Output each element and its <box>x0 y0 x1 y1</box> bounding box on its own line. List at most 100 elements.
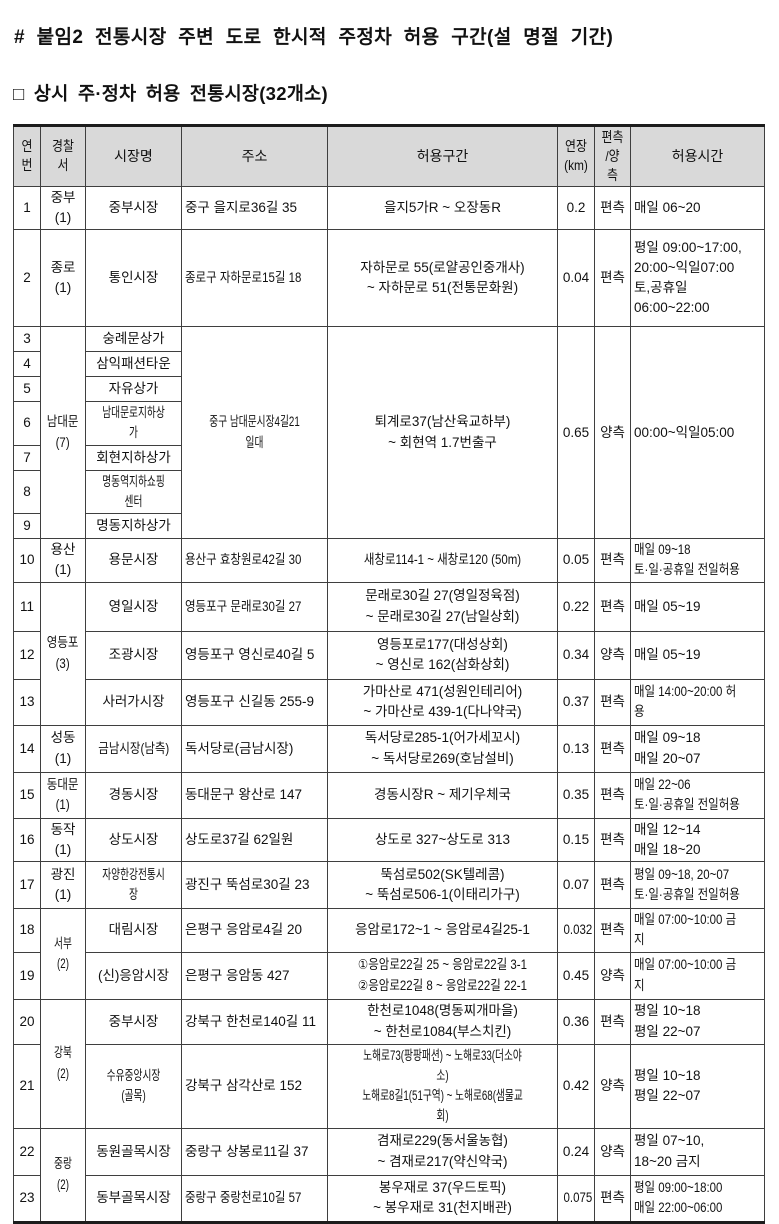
cell-text: ①응암로22길 25 ~ 응암로22길 3-1 ②응암로22길 8 ~ 응암로2… <box>357 957 528 993</box>
table-cell: 0.36 <box>557 998 595 1045</box>
header-label: 편측 /양측 <box>601 129 624 183</box>
cell-text: 20 <box>19 1013 35 1029</box>
cell-text: 종로구 자하문로15길 18 <box>185 270 302 286</box>
table-cell: 평일 09:00~17:00, 20:00~익일07:00 토,공휴일 06:0… <box>630 229 765 328</box>
table-header-cell: 연장 (km) <box>557 125 595 187</box>
table-cell: 20 <box>13 998 41 1045</box>
cell-text: 광진구 뚝섬로30길 23 <box>185 877 310 893</box>
table-cell: 23 <box>13 1174 41 1223</box>
table-cell: 편측 <box>594 771 631 819</box>
table-cell: 0.42 <box>557 1043 595 1129</box>
header-label: 연장 (km) <box>564 138 588 174</box>
table-cell: 종로 (1) <box>40 229 86 328</box>
table-cell: 동원골목시장 <box>85 1127 182 1176</box>
table-cell: 봉우재로 37(우드토픽) ~ 봉우재로 31(천지배관) <box>327 1174 558 1223</box>
cell-text: 중랑구 중랑천로10길 57 <box>185 1190 302 1206</box>
table-cell: 0.24 <box>557 1127 595 1176</box>
table-cell: 용산구 효창원로42길 30 <box>181 538 328 583</box>
cell-text: 영등포구 문래로30길 27 <box>185 598 302 614</box>
table-cell: 강북 (2) <box>40 998 86 1129</box>
table-header-cell: 시장명 <box>85 125 182 187</box>
table-row: 21 수유중앙시장(골목) 강북구 삼각산로 152 노해로73(팡팡패션) ~ 노해… <box>13 1043 765 1129</box>
header-label: 허용시간 <box>671 147 724 164</box>
cell-text: 매일 22~06 토·일·공휴일 전일허용 <box>634 776 740 813</box>
table-cell: 명동지하상가 <box>85 513 182 540</box>
table-cell: 3 <box>13 326 41 353</box>
table-row: 6 남대문로지하상가 <box>13 401 765 446</box>
cell-text: 17 <box>19 877 35 893</box>
table-cell: 17 <box>13 861 41 910</box>
table-cell: 경동시장R ~ 제기우체국 <box>327 771 558 819</box>
table-row: 19 (신)응암시장 은평구 응암동 427 ①응암로22길 25 ~ 응암로22길 … <box>13 951 765 1000</box>
table-cell: 영등포구 영신로40길 5 <box>181 630 328 680</box>
table-cell: 상도시장 <box>85 817 182 863</box>
table-row: 22 중랑 (2) 동원골목시장 중랑구 상봉로11길 37 겸재로229(동서울농협)… <box>13 1127 765 1223</box>
table-cell: 용산 (1) <box>40 538 86 583</box>
table-cell: 0.35 <box>557 771 595 819</box>
table-row: 18 서부 (2) 대림시장 은평구 응암로4길 20 응암로172~1 ~ 응암로4길… <box>13 908 765 1000</box>
table-cell: 0.05 <box>557 538 595 583</box>
cell-text: 상도시장 <box>108 831 159 847</box>
table-cell: 0.37 <box>557 678 595 726</box>
table-cell: 19 <box>13 951 41 1000</box>
table-cell: 은평구 응암동 427 <box>181 951 328 1000</box>
table-cell: 21 <box>13 1043 41 1129</box>
table-header-cell: 허용시간 <box>630 125 765 187</box>
table-cell: 양측 <box>594 1043 631 1129</box>
table-row: 12 조광시장 영등포구 영신로40길 5 영등포로177(대성상회) ~ 영신로 1… <box>13 630 765 680</box>
table-cell: 평일 10~18 평일 22~07 <box>630 998 765 1045</box>
cell-text: 0.075 <box>563 1190 593 1206</box>
table-cell: 평일 07~10, 18~20 금지 <box>630 1127 765 1176</box>
table-cell: 0.13 <box>557 724 595 773</box>
cell-text: 자유상가 <box>108 381 159 397</box>
cell-text: 0.22 <box>562 598 590 614</box>
table-cell: 자유상가 <box>85 376 182 403</box>
table-cell: 편측 <box>594 861 631 910</box>
cell-text: 매일 07:00~10:00 금지 <box>634 912 737 948</box>
cell-text: 매일 05~19 <box>634 598 701 614</box>
cell-text: 독서당로(금남시장) <box>185 740 294 756</box>
table-cell: 0.65 <box>557 326 595 540</box>
cell-text: 평일 10~18 평일 22~07 <box>634 1003 701 1039</box>
table-cell: 경동시장 <box>85 771 182 819</box>
cell-text: 19 <box>19 967 35 983</box>
table-cell: 중구 을지로36길 35 <box>181 185 328 231</box>
cell-text: 동대문 (1) <box>47 776 79 813</box>
table-cell: 회현지하상가 <box>85 444 182 471</box>
header-label: 주소 <box>241 147 268 164</box>
table-cell: 명동역지하쇼핑센터 <box>85 469 182 515</box>
table-cell: 영등포구 신길동 255-9 <box>181 678 328 726</box>
table-cell: 양측 <box>594 1127 631 1176</box>
cell-text: (신)응암시장 <box>97 967 170 983</box>
table-cell: 중랑구 상봉로11길 37 <box>181 1127 328 1176</box>
cell-text: 은평구 응암동 427 <box>185 967 290 983</box>
cell-text: 편측 <box>600 922 625 938</box>
cell-text: 평일 10~18 평일 22~07 <box>634 1067 701 1104</box>
table-cell: 영등포로177(대성상회) ~ 영신로 162(삼화상회) <box>327 630 558 680</box>
cell-text: 동작 (1) <box>50 821 76 857</box>
header-label: 경찰서 <box>52 138 74 174</box>
cell-text: 가마산로 471(성원인테리어) ~ 가마산로 439-1(다나약국) <box>362 683 523 720</box>
cell-text: 퇴계로37(남산육교하부) ~ 회현역 1.7번출구 <box>374 414 511 450</box>
cell-text: 종로 (1) <box>50 259 76 296</box>
table-cell: 뚝섬로502(SK텔레콤) ~ 뚝섬로506-1(이태리가구) <box>327 861 558 910</box>
cell-text: 중구 을지로36길 35 <box>185 199 298 215</box>
cell-text: 0.37 <box>562 694 590 710</box>
table-cell: 강북구 삼각산로 152 <box>181 1043 328 1129</box>
cell-text: 1 <box>23 199 31 215</box>
table-cell: 편측 <box>594 185 631 231</box>
table-cell: 15 <box>13 771 41 819</box>
table-cell: 1 <box>13 185 41 231</box>
table-cell: 남대문로지하상가 <box>85 401 182 446</box>
cell-text: 15 <box>19 787 35 803</box>
table-row: 3 남대문 (7) 숭례문상가 중구 남대문시장4길21 일대 퇴계로37(남산육교하부… <box>13 326 765 540</box>
cell-text: 영일시장 <box>108 598 159 614</box>
table-cell: 평일 09~18, 20~07 토·일·공휴일 전일허용 <box>630 861 765 910</box>
cell-text: 편측 <box>600 1013 625 1029</box>
cell-text: 영등포 (3) <box>47 635 79 671</box>
cell-text: 매일 09~18 토·일·공휴일 전일허용 <box>634 542 740 578</box>
table-cell: 11 <box>13 581 41 632</box>
cell-text: 성동 (1) <box>50 730 76 766</box>
table-row: 7 회현지하상가 <box>13 444 765 471</box>
page-subtitle: □ 상시 주·정차 허용 전통시장(32개소) <box>13 83 328 104</box>
